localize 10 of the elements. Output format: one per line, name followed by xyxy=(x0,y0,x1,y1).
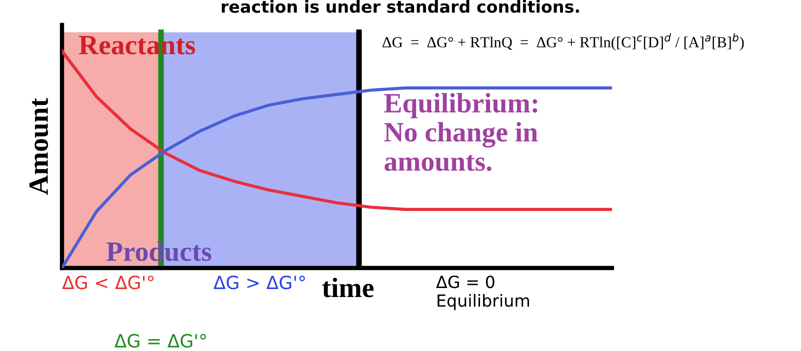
text: ΔG < ΔG'° xyxy=(62,276,154,290)
text: ΔG = ΔG'° xyxy=(114,334,206,348)
text: ΔG > ΔG'° xyxy=(214,276,305,290)
series-label: Products xyxy=(106,241,212,262)
chart-title: reaction is under standard conditions. xyxy=(222,0,579,13)
text: ΔG = 0 Equilibrium xyxy=(436,276,530,310)
x-axis-title: time xyxy=(322,278,374,298)
y-axis-title: Amount xyxy=(29,98,48,195)
annotation: Equilibrium: No change in amounts. xyxy=(384,93,538,172)
text: ΔG = ΔG° + RTlnQ = ΔG° + RTln([C]$^{c}$[D]$^{d}$ / [A]$^{a}$[B]$^{b}$) xyxy=(382,33,744,51)
